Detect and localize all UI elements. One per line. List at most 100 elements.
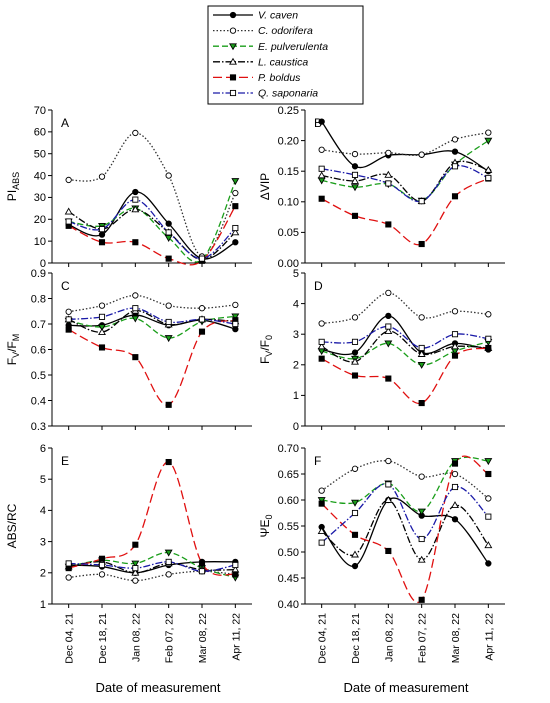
panel-f-point-l-caustica — [384, 495, 393, 503]
panel-c-point-e-pulverulenta — [231, 313, 240, 321]
panel-d-point-c-odorifera — [485, 311, 492, 318]
panel-c-point-c-odorifera — [132, 292, 139, 299]
panel-b-y-axis-title: ΔVIP — [258, 173, 272, 200]
panel-a-y-axis-title: PIABS — [5, 172, 21, 201]
panel-e: 1 2 3 4 5 6 Dec 04, 21 Dec 18, 21 Jan 08, 22 Feb … — [5, 443, 252, 664]
panel-d-point-q-saponaria — [385, 323, 392, 330]
panel-c-point-q-saponaria — [232, 320, 239, 328]
panel-a-y-tick-label: 20 — [34, 214, 46, 226]
legend-label-q-saponaria: Q. saponaria — [258, 88, 318, 100]
panel-b-y-tick-label: 0.15 — [278, 166, 299, 178]
panel-a-line-v-caven — [68, 191, 236, 260]
x-tick-label-jan-08-22: Jan 08, 22 — [383, 613, 395, 662]
panel-a-point-e-pulverulenta — [231, 178, 240, 186]
panel-d-point-p-boldus — [418, 400, 425, 407]
panel-c-point-c-odorifera — [198, 305, 206, 312]
panel-f-point-e-pulverulenta — [351, 499, 359, 507]
panel-f-point-c-odorifera — [418, 473, 425, 480]
panel-b-y-tick-label: 0.00 — [278, 258, 299, 270]
panel-c-point-p-boldus — [98, 344, 106, 351]
panel-d-line-c-odorifera — [321, 292, 489, 325]
panel-f-line-c-odorifera — [321, 460, 489, 499]
panel-f-point-l-caustica — [317, 527, 326, 535]
panel-e-point-c-odorifera — [132, 577, 139, 584]
panel-f-point-v-caven — [485, 560, 492, 567]
panel-f-y-tick-label: 0.65 — [278, 469, 299, 481]
panel-b-y-tick-label: 0.25 — [278, 105, 299, 117]
panel-a-point-q-saponaria — [98, 226, 106, 233]
panel-d-point-q-saponaria — [485, 335, 492, 342]
panel-a-point-q-saponaria — [198, 255, 206, 262]
panel-b-point-q-saponaria — [351, 171, 359, 178]
panel-a-point-c-odorifera — [132, 129, 139, 137]
x-tick-label-feb-07-22: Feb 07, 22 — [164, 613, 176, 663]
panel-b-line-v-caven — [321, 121, 489, 172]
panel-e-point-c-odorifera — [98, 571, 106, 578]
panel-e-point-e-pulverulenta — [164, 549, 173, 557]
panel-b: 0.00 0.05 0.10 0.15 0.20 0.25 B ΔVIP — [258, 105, 505, 270]
panel-d-line-l-caustica — [321, 330, 489, 363]
panel-d-point-l-caustica — [317, 342, 326, 350]
panel-b-letter: B — [314, 116, 322, 130]
panel-e-point-q-saponaria — [165, 558, 172, 565]
panel-b-point-c-odorifera — [418, 151, 425, 158]
panel-a-y-tick-label: 30 — [34, 192, 46, 204]
panel-e-point-p-boldus — [232, 571, 239, 578]
panel-f-point-l-caustica — [484, 541, 493, 549]
panel-a-point-v-caven — [132, 188, 139, 196]
panel-f-point-c-odorifera — [485, 495, 492, 502]
panel-a-y-tick-label: 60 — [34, 127, 46, 139]
panel-b-line-p-boldus — [321, 177, 489, 246]
panel-d-y-tick-label: 2 — [293, 360, 299, 372]
panel-c-point-p-boldus — [132, 354, 139, 361]
panel-d: 0 1 2 3 4 5 D FV/F0 — [258, 268, 505, 433]
panel-f-point-c-odorifera — [351, 465, 359, 472]
x-tick-label-dec-04-21: Dec 04, 21 — [64, 613, 76, 664]
panel-f-y-tick-label: 0.60 — [278, 495, 299, 507]
panel-c-line-c-odorifera — [68, 294, 236, 313]
panel-d-point-c-odorifera — [418, 314, 425, 321]
panel-f-point-e-pulverulenta — [484, 458, 493, 466]
legend-marker-q-saponaria — [229, 89, 237, 97]
panel-f-point-e-pulverulenta — [417, 508, 426, 516]
legend-marker-c-odorifera — [229, 27, 237, 34]
panel-a-y-tick-label: 0 — [40, 258, 46, 270]
x-tick-label-dec-04-21: Dec 04, 21 — [317, 613, 329, 664]
panel-c: 0.3 0.4 0.5 0.6 0.7 0.8 0.9 C FV/FM — [5, 268, 252, 433]
panel-c-point-l-caustica — [98, 328, 106, 336]
legend-label-p-boldus: P. boldus — [258, 72, 301, 84]
panel-d-line-e-pulverulenta — [321, 341, 489, 366]
panel-a-point-v-caven — [232, 239, 239, 246]
x-tick-label-dec-18-21: Dec 18, 21 — [97, 613, 109, 664]
panel-d-letter: D — [314, 279, 323, 293]
panel-c-y-tick-label: 0.3 — [31, 421, 46, 433]
panel-d-y-tick-label: 5 — [293, 268, 299, 280]
panel-b-y-tick-label: 0.05 — [278, 227, 299, 239]
panel-d-point-p-boldus — [318, 355, 325, 362]
panel-d-point-e-pulverulenta — [417, 361, 426, 369]
panel-d-y-tick-label: 0 — [293, 421, 299, 433]
panel-c-point-p-boldus — [198, 328, 206, 335]
panel-c-y-tick-label: 0.7 — [31, 319, 46, 331]
panel-d-point-p-boldus — [385, 375, 392, 382]
panel-e-point-q-saponaria — [232, 561, 239, 569]
panel-e-y-tick-label: 1 — [40, 599, 46, 611]
panel-d-y-tick-label: 1 — [293, 390, 299, 402]
legend-label-v-caven: V. caven — [258, 10, 298, 22]
panel-a-line-l-caustica — [68, 208, 236, 261]
legend-label-l-caustica: L. caustica — [258, 56, 308, 68]
panel-b-point-c-odorifera — [451, 136, 459, 143]
panel-a-point-v-caven — [98, 231, 106, 238]
panel-b-point-q-saponaria — [318, 165, 325, 172]
panel-b-point-c-odorifera — [385, 149, 392, 156]
panel-d-point-c-odorifera — [318, 320, 325, 327]
panel-b-point-q-saponaria — [418, 198, 425, 205]
legend-marker-p-boldus — [229, 74, 237, 81]
panel-f-point-q-saponaria — [485, 513, 492, 520]
panel-a-point-l-caustica — [231, 228, 240, 236]
panel-d-line-p-boldus — [321, 347, 489, 404]
panel-e-point-p-boldus — [198, 560, 206, 567]
panel-a-point-l-caustica — [131, 205, 140, 213]
legend-marker-v-caven — [229, 11, 237, 19]
legend-label-c-odorifera: C. odorifera — [258, 25, 313, 37]
